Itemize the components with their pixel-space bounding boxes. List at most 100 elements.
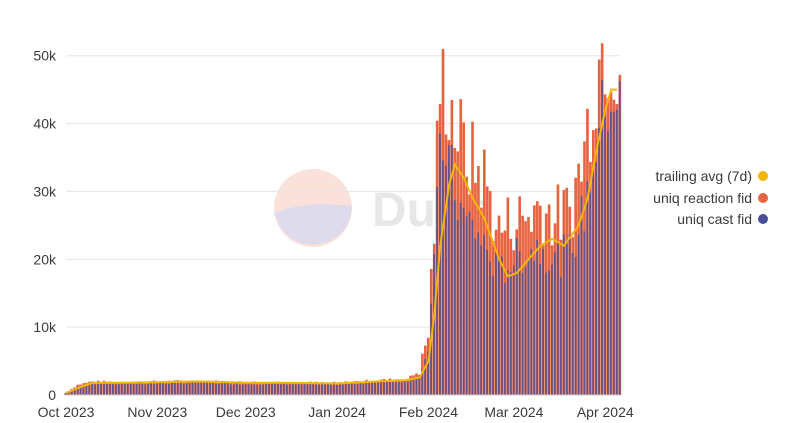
bar-cast bbox=[250, 384, 253, 395]
bar-cast bbox=[253, 384, 256, 395]
bar-cast bbox=[433, 254, 435, 395]
bar-cast bbox=[167, 383, 170, 395]
bar-cast bbox=[530, 248, 533, 395]
bar-cast bbox=[330, 385, 332, 395]
y-tick-label: 10k bbox=[33, 319, 57, 335]
x-tick-label: Jan 2024 bbox=[308, 404, 366, 420]
bar-cast bbox=[615, 109, 618, 395]
bar-cast bbox=[162, 383, 164, 395]
bar-cast bbox=[176, 382, 179, 395]
bar-cast bbox=[76, 386, 79, 395]
bar-cast bbox=[303, 383, 306, 395]
bar-cast bbox=[400, 382, 403, 395]
bar-cast bbox=[409, 380, 412, 395]
bar-cast bbox=[521, 273, 524, 395]
bar-cast bbox=[185, 383, 188, 395]
bar-cast bbox=[300, 384, 303, 395]
bar-cast bbox=[70, 390, 73, 395]
bar-cast bbox=[67, 392, 70, 395]
bar-cast bbox=[506, 270, 509, 395]
legend-label: uniq reaction fid bbox=[653, 190, 752, 206]
bar-cast bbox=[489, 261, 491, 395]
bar-cast bbox=[111, 383, 114, 395]
bar-cast bbox=[226, 383, 229, 395]
bar-cast bbox=[126, 383, 129, 395]
bar-cast bbox=[324, 383, 326, 395]
legend-label: trailing avg (7d) bbox=[656, 168, 753, 184]
x-tick-label: Oct 2023 bbox=[38, 404, 95, 420]
bar-cast bbox=[568, 234, 571, 395]
bar-cast bbox=[542, 248, 544, 395]
bar-cast bbox=[279, 384, 282, 395]
bar-cast bbox=[391, 382, 394, 395]
bar-cast bbox=[123, 384, 126, 395]
bar-cast bbox=[165, 383, 167, 395]
bar-cast bbox=[580, 196, 583, 395]
bar-cast bbox=[262, 384, 265, 395]
bar-cast bbox=[79, 385, 82, 395]
bar-cast bbox=[247, 384, 250, 395]
bar-cast bbox=[556, 242, 559, 395]
bar-cast bbox=[480, 245, 483, 395]
bar-cast bbox=[377, 381, 379, 395]
bar-cast bbox=[486, 249, 488, 395]
bar-cast bbox=[450, 145, 453, 395]
bar-cast bbox=[97, 382, 100, 395]
bar-cast bbox=[442, 160, 444, 395]
bar-cast bbox=[188, 383, 191, 395]
bar-cast bbox=[406, 380, 409, 395]
bar-cast bbox=[589, 192, 592, 395]
bar-cast bbox=[265, 384, 267, 395]
bar-cast bbox=[120, 383, 123, 395]
y-axis: 0 10k 20k 30k 40k 50k bbox=[33, 48, 57, 403]
bar-cast bbox=[397, 381, 400, 395]
x-tick-label: Apr 2024 bbox=[577, 404, 634, 420]
bar-cast bbox=[350, 382, 353, 395]
y-tick-label: 20k bbox=[33, 251, 57, 267]
bar-cast bbox=[138, 383, 141, 395]
legend-item-uniq-reaction-fid[interactable]: uniq reaction fid bbox=[653, 190, 768, 206]
bar-cast bbox=[147, 383, 150, 395]
bar-cast bbox=[374, 381, 377, 395]
bar-cast bbox=[515, 237, 518, 395]
bar-cast bbox=[383, 382, 385, 395]
bar-cast bbox=[421, 369, 424, 395]
bar-cast bbox=[241, 384, 244, 395]
legend-swatch bbox=[758, 193, 768, 203]
bar-cast bbox=[297, 383, 300, 395]
bar-cast bbox=[418, 375, 421, 395]
bar-cast bbox=[153, 383, 155, 395]
bar-cast bbox=[238, 384, 241, 395]
legend-item-trailing-avg[interactable]: trailing avg (7d) bbox=[656, 168, 769, 184]
bar-cast bbox=[200, 382, 203, 395]
x-tick-label: Feb 2024 bbox=[399, 404, 458, 420]
legend-item-uniq-cast-fid[interactable]: uniq cast fid bbox=[677, 211, 768, 227]
bar-cast bbox=[100, 383, 102, 395]
bar-cast bbox=[338, 384, 341, 395]
bar-cast bbox=[285, 384, 288, 395]
legend-label: uniq cast fid bbox=[677, 211, 752, 227]
bar-cast bbox=[577, 234, 580, 395]
dune-logo-icon bbox=[274, 169, 352, 247]
bar-cast bbox=[456, 220, 459, 395]
bar-cast bbox=[73, 388, 76, 395]
bar-cast bbox=[592, 169, 595, 395]
bar-cast bbox=[82, 386, 85, 395]
bar-cast bbox=[394, 381, 397, 395]
bar-cast bbox=[173, 382, 176, 395]
bar-cast bbox=[229, 384, 232, 395]
bar-cast bbox=[471, 219, 474, 395]
bar-cast bbox=[182, 383, 185, 395]
bar-cast bbox=[335, 385, 338, 395]
bar-cast bbox=[85, 385, 88, 395]
bar-cast bbox=[362, 383, 365, 395]
bar-cast bbox=[327, 384, 329, 395]
bar-cast bbox=[571, 252, 574, 395]
bar-cast bbox=[88, 384, 91, 395]
bar-cast bbox=[129, 383, 132, 395]
bar-cast bbox=[430, 303, 432, 395]
bar-cast bbox=[545, 272, 547, 395]
bar-cast bbox=[191, 382, 194, 395]
bar-cast bbox=[197, 383, 200, 395]
watermark: Dune bbox=[274, 169, 492, 247]
